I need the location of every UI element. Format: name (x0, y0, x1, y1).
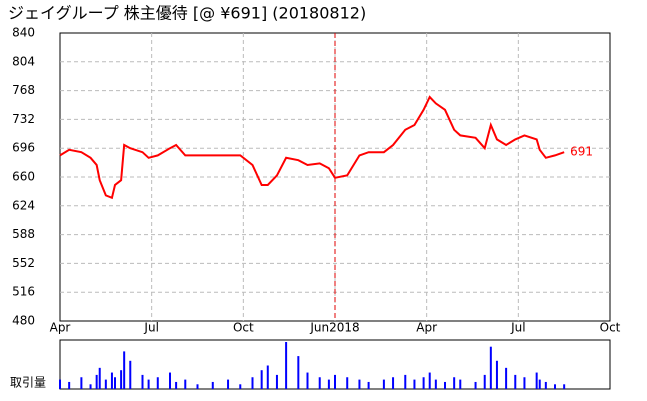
volume-bar (434, 379, 437, 389)
volume-bar (68, 381, 71, 389)
x-tick-label: Jul (143, 321, 158, 335)
volume-bar (266, 365, 269, 389)
x-tick-label: Jun2018 (309, 321, 359, 335)
volume-bar (285, 342, 288, 389)
volume-bar (453, 377, 456, 389)
volume-bar (563, 384, 566, 389)
x-tick-label: Apr (50, 321, 71, 335)
x-tick-label: Oct (600, 321, 621, 335)
volume-bar (260, 370, 263, 389)
volume-bar (535, 372, 538, 389)
volume-bar (89, 384, 92, 389)
y-tick-label: 696 (12, 141, 35, 155)
volume-bar (392, 377, 395, 389)
volume-bar (110, 372, 113, 389)
volume-bar (444, 381, 446, 389)
volume-bar (129, 360, 132, 389)
volume-bar (147, 379, 150, 389)
end-label: 691 (570, 145, 593, 159)
y-tick-label: 840 (12, 26, 35, 40)
volume-bar (275, 374, 278, 389)
volume-bar (523, 377, 526, 389)
volume-bar (120, 370, 123, 389)
volume-bar (184, 379, 187, 389)
x-tick-label: Apr (416, 321, 437, 335)
volume-bar (227, 379, 230, 389)
volume-bar (239, 384, 242, 389)
volume-bar (489, 346, 492, 389)
volume-bar (156, 377, 159, 389)
volume-bar (114, 377, 116, 389)
chart-title: ジェイグループ 株主優待 [@ ¥691] (20180812) (8, 4, 366, 23)
volume-bar (505, 367, 508, 389)
volume-bar (538, 379, 541, 389)
volume-bar (334, 374, 336, 389)
y-tick-label: 624 (12, 198, 35, 212)
volume-bar (169, 372, 171, 389)
volume-bar (98, 367, 101, 389)
volume-bar (297, 356, 300, 389)
volume-bar (514, 374, 517, 389)
volume-bar (554, 384, 556, 389)
volume-bar (474, 381, 477, 389)
y-tick-label: 480 (12, 314, 35, 328)
y-tick-label: 660 (12, 170, 35, 184)
volume-bar (318, 377, 321, 389)
price-line (59, 95, 565, 200)
volume-label: 取引量 (10, 376, 46, 390)
volume-bar (422, 377, 425, 389)
y-tick-label: 768 (12, 83, 35, 97)
volume-bar (80, 377, 83, 389)
volume-bar (306, 372, 309, 389)
volume-bar (59, 379, 61, 389)
y-tick-label: 552 (12, 256, 35, 270)
volume-bar (358, 379, 361, 389)
x-tick-label: Jul (510, 321, 525, 335)
y-tick-label: 732 (12, 112, 35, 126)
volume-bar (196, 384, 199, 389)
volume-bar (141, 374, 144, 389)
volume-bar (104, 379, 107, 389)
volume-bar (95, 374, 98, 389)
volume-bar (495, 360, 498, 389)
volume-bar (428, 372, 431, 389)
volume-bar (123, 351, 126, 389)
volume-bar (404, 374, 407, 389)
volume-bar (413, 379, 416, 389)
volume-bar (175, 381, 178, 389)
y-tick-label: 804 (12, 54, 35, 68)
volume-bar (251, 377, 254, 389)
y-tick-label: 588 (12, 227, 35, 241)
volume-bar (382, 379, 385, 389)
volume-bar (346, 377, 349, 389)
volume-bar (459, 379, 462, 389)
volume-bar (211, 381, 214, 389)
y-tick-label: 516 (12, 285, 35, 299)
volume-bar (483, 374, 486, 389)
volume-bar (327, 379, 330, 389)
volume-bar (367, 381, 370, 389)
volume-bar (544, 381, 547, 389)
x-tick-label: Oct (233, 321, 254, 335)
